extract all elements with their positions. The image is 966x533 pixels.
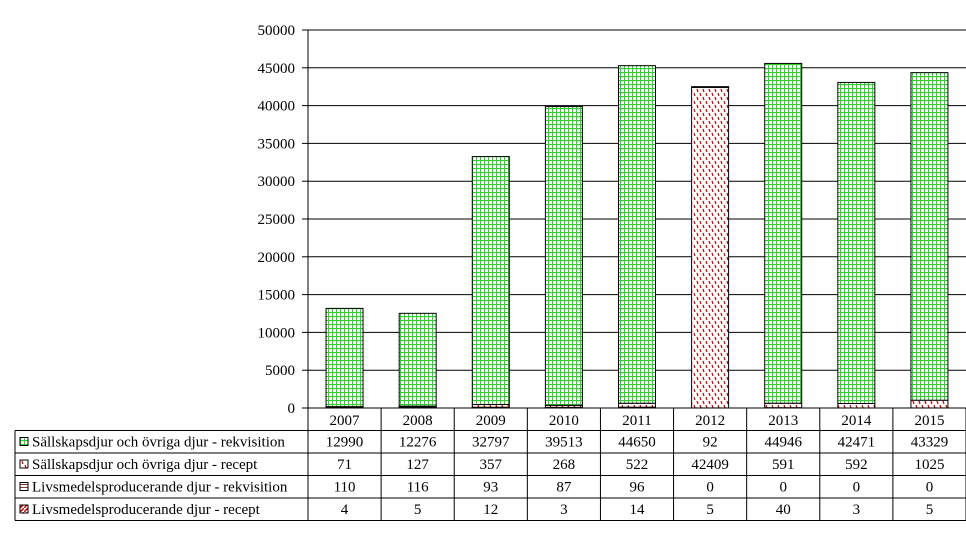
legend-key — [19, 437, 29, 446]
y-tick-label: 50000 — [258, 23, 296, 39]
bar-segment-7-2 — [837, 403, 876, 409]
table-cell-value: 0 — [853, 480, 861, 496]
y-tick-label: 45000 — [258, 61, 296, 77]
legend-key — [19, 459, 29, 469]
legend-key — [19, 482, 29, 491]
table-cell-value: 39513 — [545, 435, 583, 451]
table-cell-value: 12276 — [399, 435, 437, 451]
y-tick-label: 20000 — [258, 250, 296, 266]
bar-segment-8-3 — [910, 72, 949, 401]
table-cell-value: 44650 — [618, 435, 656, 451]
bar-segment-6-2 — [764, 402, 803, 409]
table-cell-value: 0 — [706, 480, 714, 496]
table-cell-value: 591 — [772, 457, 795, 473]
y-tick-label: 35000 — [258, 136, 296, 152]
y-tick-label: 5000 — [265, 363, 295, 379]
table-cell-value: 357 — [480, 457, 503, 473]
table-cell-value: 0 — [779, 480, 787, 496]
table-cell-value: 44946 — [764, 435, 802, 451]
x-category-label: 2012 — [695, 413, 725, 429]
x-category-label: 2009 — [476, 413, 506, 429]
table-cell-value: 592 — [845, 457, 868, 473]
y-tick-label: 30000 — [258, 174, 296, 190]
legend-key — [19, 504, 29, 514]
bar-segment-8-2 — [910, 399, 949, 409]
bar-segment-3-3 — [544, 106, 583, 406]
bars — [325, 62, 949, 409]
table-cell-value: 42471 — [838, 435, 876, 451]
table-cell-value: 14 — [630, 502, 646, 518]
table-cell-value: 93 — [483, 480, 498, 496]
table-cell-value: 5 — [706, 502, 714, 518]
bar-segment-7-3 — [837, 81, 876, 405]
table-cell-value: 116 — [407, 480, 429, 496]
bar-segment-1-3 — [398, 312, 437, 407]
bar-segment-5-2 — [691, 86, 730, 409]
data-table: 2007 2008 2009 2010 2011 2012 2013 2014 2015 Säll… — [14, 407, 966, 521]
x-category-label: 2007 — [330, 413, 361, 429]
table-cell-value: 1025 — [914, 457, 944, 473]
y-tick-label: 15000 — [258, 288, 296, 304]
bar-segment-5-3 — [691, 86, 730, 88]
table-cell-value: 5 — [926, 502, 934, 518]
legend-label: Sällskapsdjur och övriga djur - recept — [32, 457, 258, 473]
table-cell-value: 87 — [556, 480, 572, 496]
y-tick-label: 0 — [288, 401, 296, 417]
table-cell-value: 32797 — [472, 435, 510, 451]
bar-segment-4-3 — [618, 65, 656, 404]
table-cell-value: 40 — [776, 502, 791, 518]
x-category-label: 2015 — [914, 413, 944, 429]
table-cell-value: 12990 — [326, 435, 364, 451]
x-category-label: 2014 — [841, 413, 872, 429]
x-category-label: 2013 — [768, 413, 798, 429]
x-category-label: 2010 — [549, 413, 579, 429]
bar-segment-6-3 — [764, 62, 803, 404]
legend-label: Livsmedelsproducerande djur - recept — [32, 502, 261, 518]
x-category-label: 2011 — [622, 413, 651, 429]
table-cell-value: 4 — [341, 502, 349, 518]
table-cell-value: 0 — [926, 480, 934, 496]
table-cell-value: 96 — [630, 480, 646, 496]
y-tick-label: 10000 — [258, 325, 296, 341]
table-cell-value: 127 — [406, 457, 429, 473]
legend-label: Sällskapsdjur och övriga djur - rekvisit… — [32, 435, 285, 451]
bar-segment-4-2 — [618, 402, 656, 408]
table-cell-value: 42409 — [691, 457, 729, 473]
table-cell-value: 110 — [334, 480, 356, 496]
legend-label: Livsmedelsproducerande djur - rekvisitio… — [32, 480, 288, 496]
table-cell-value: 3 — [560, 502, 568, 518]
bar-segment-2-3 — [471, 156, 510, 406]
table-cell-value: 3 — [853, 502, 861, 518]
table-cell-value: 71 — [337, 457, 352, 473]
table-cell-value: 12 — [483, 502, 498, 518]
table-cell-value: 268 — [553, 457, 576, 473]
x-category-label: 2008 — [403, 413, 433, 429]
table-cell-value: 92 — [703, 435, 718, 451]
y-axis: 0 5000 10000 15000 20000 25000 30000 35000 40000… — [258, 23, 309, 417]
y-tick-label: 25000 — [258, 212, 296, 228]
table-cell-value: 5 — [414, 502, 422, 518]
table-cell-value: 43329 — [911, 435, 949, 451]
table-cell-value: 522 — [626, 457, 649, 473]
bar-segment-0-3 — [325, 307, 364, 408]
y-tick-label: 40000 — [258, 99, 296, 115]
